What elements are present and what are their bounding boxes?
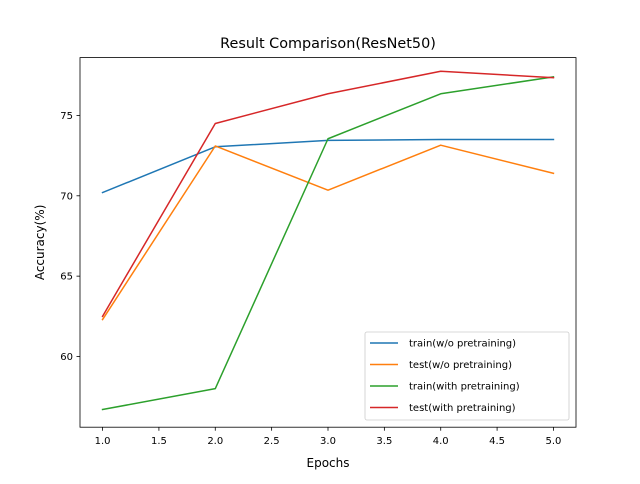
series-line-2 (101, 144, 555, 321)
legend-label: test(with pretraining) (409, 403, 516, 414)
legend-label: test(w/o pretraining) (409, 360, 512, 371)
x-tick-label: 3.5 (376, 436, 392, 447)
x-axis-label: Epochs (307, 456, 350, 470)
y-axis-label: Accuracy(%) (33, 205, 47, 281)
y-tick-label: 70 (60, 191, 73, 202)
chart-title: Result Comparison(ResNet50) (220, 36, 436, 52)
x-tick-label: 4.5 (489, 436, 505, 447)
x-tick-label: 5.0 (546, 436, 562, 447)
x-tick-label: 2.5 (264, 436, 280, 447)
legend-label: train(with pretraining) (409, 382, 520, 393)
series-line-3 (101, 76, 555, 411)
x-tick-label: 1.5 (151, 436, 167, 447)
legend: train(w/o pretraining) test(w/o pretraini… (364, 331, 570, 421)
series-line-4 (101, 70, 555, 318)
x-tick-label: 2.0 (207, 436, 223, 447)
legend-label: train(w/o pretraining) (409, 339, 516, 350)
x-tick-label: 4.0 (433, 436, 449, 447)
legend-box (364, 331, 570, 421)
y-axis-ticks: 60 65 70 75 (60, 111, 80, 363)
x-axis-ticks: 1.0 1.5 2.0 2.5 3.0 3.5 4.0 4.5 5.0 (95, 427, 562, 447)
y-tick-label: 65 (60, 272, 73, 283)
x-tick-label: 3.0 (320, 436, 336, 447)
y-tick-label: 60 (60, 352, 73, 363)
y-tick-label: 75 (60, 111, 73, 122)
x-tick-label: 1.0 (95, 436, 111, 447)
plot-lines (101, 70, 555, 411)
